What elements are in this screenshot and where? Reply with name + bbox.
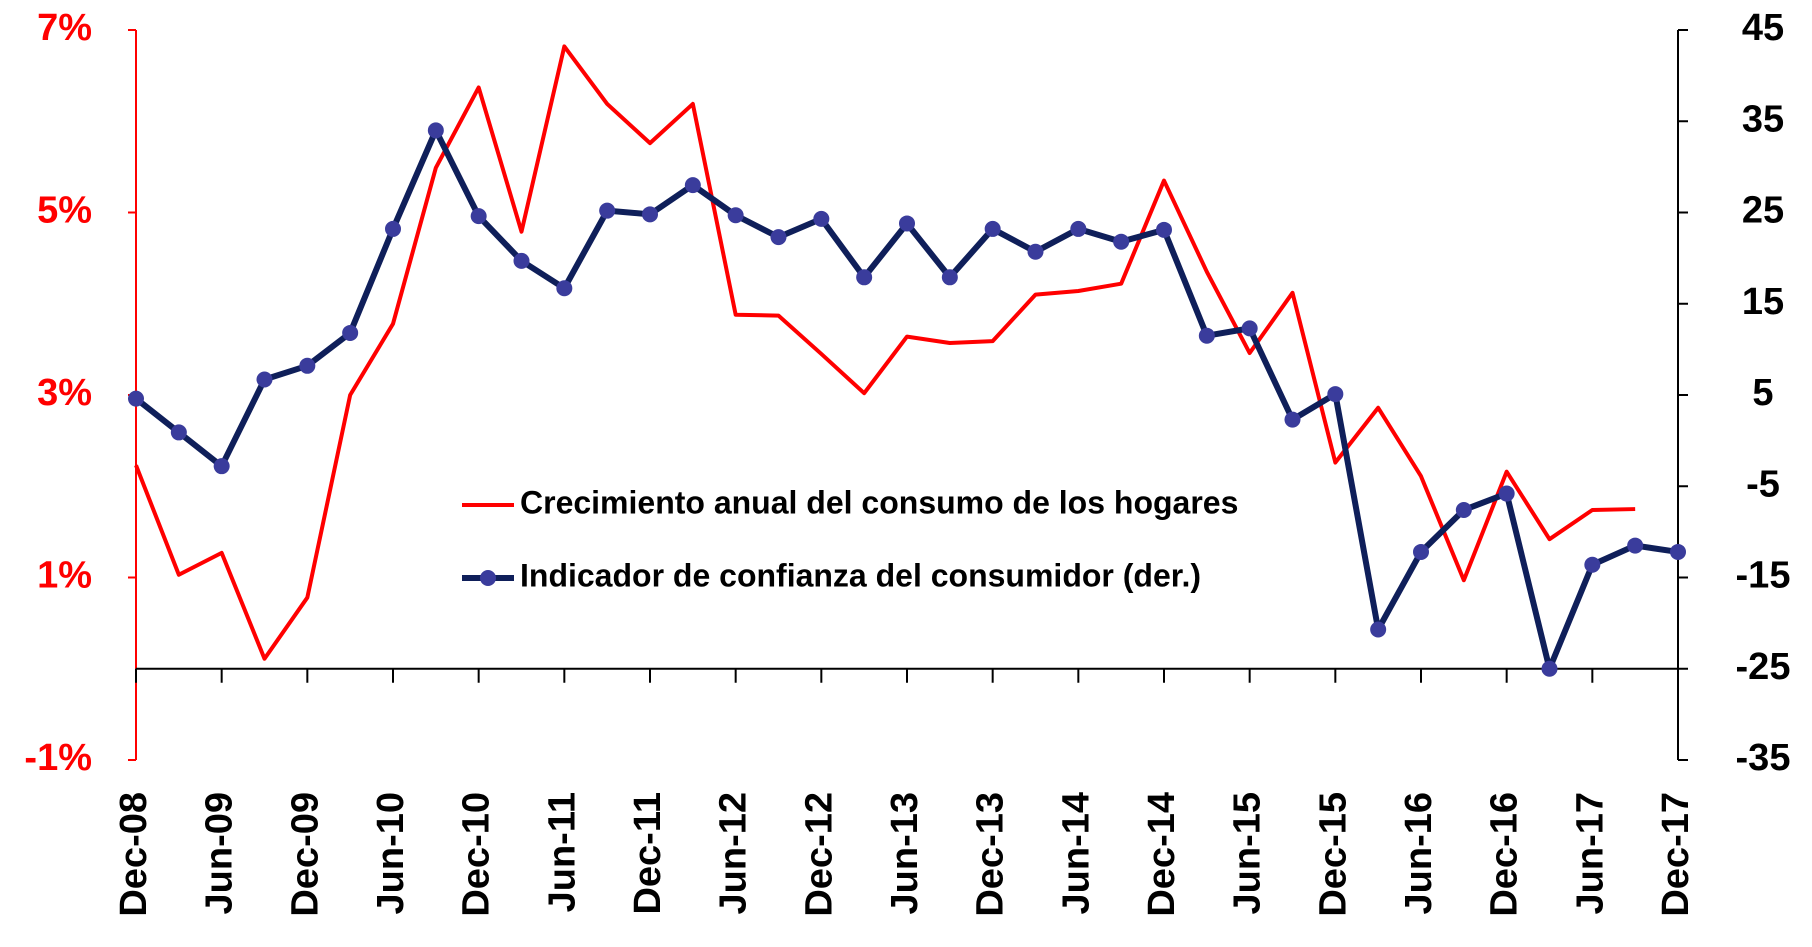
series-marker [1156,221,1172,238]
y-tick-label: 1% [37,555,92,597]
legend-marker [480,570,496,586]
series-marker [256,371,273,388]
series-marker [813,210,830,227]
y-tick-label: -1% [24,737,92,779]
series-marker [513,252,530,269]
y2-tick-label: -25 [1736,646,1791,688]
x-tick-label: Dec-17 [1655,792,1697,917]
series-marker [1070,220,1087,237]
x-tick-label: Dec-16 [1484,792,1526,917]
y2-tick-label: 5 [1752,372,1773,414]
series-marker [1027,243,1044,260]
x-tick-label: Dec-10 [456,792,498,917]
series-marker [342,324,359,341]
legend-label: Indicador de confianza del consumidor (d… [520,557,1201,593]
x-tick-label: Dec-11 [627,792,669,915]
series-marker [770,229,787,246]
series-marker [128,390,144,407]
x-tick-label: Dec-14 [1141,792,1183,917]
x-tick-label: Jun-13 [884,792,926,914]
series-marker [470,208,487,225]
y2-tick-label: 15 [1742,281,1784,323]
y2-tick-label: -15 [1736,555,1791,597]
x-tick-label: Dec-09 [284,792,326,917]
y-tick-label: 5% [37,190,92,232]
x-tick-label: Dec-08 [113,792,155,917]
y2-tick-label: 25 [1742,190,1784,232]
x-tick-label: Jun-11 [541,792,583,912]
y2-tick-label: -5 [1746,463,1780,505]
series-marker [1113,233,1130,250]
series-marker [1541,660,1558,677]
x-tick-label: Jun-14 [1055,792,1097,914]
series-marker [599,202,616,219]
series-marker [213,458,230,475]
series-marker [642,206,658,223]
series-line [134,44,1636,661]
x-tick-label: Dec-12 [798,792,840,917]
x-tick-label: Dec-13 [970,792,1012,917]
y-tick-label: 7% [37,7,92,49]
y2-tick-label: 35 [1742,98,1784,140]
series-marker [1284,411,1301,428]
series-marker [170,424,187,441]
series-marker [1241,320,1258,337]
x-tick-label: Dec-15 [1312,792,1354,917]
series-marker [984,220,1001,237]
series-marker [684,177,701,194]
series-marker [427,122,444,139]
series-marker [1327,386,1344,403]
series-marker [1498,485,1515,502]
series-marker [727,207,744,224]
y2-tick-label: 45 [1742,7,1784,49]
y2-tick-label: -35 [1736,737,1791,779]
y-tick-label: 3% [37,372,92,414]
series-marker [385,220,401,237]
legend-label: Crecimiento anual del consumo de los hog… [520,484,1238,520]
series-marker [1584,556,1601,573]
series-marker [941,269,958,286]
series-marker [899,215,915,232]
series-marker [1455,501,1472,518]
series-marker [1627,537,1644,554]
x-tick-label: Jun-16 [1398,792,1440,914]
x-tick-label: Jun-17 [1569,792,1611,914]
series-marker [556,280,573,297]
x-tick-label: Jun-09 [199,792,241,914]
series-marker [299,357,316,374]
series-marker [1670,543,1686,560]
series-marker [1198,327,1215,344]
x-tick-label: Jun-10 [370,792,412,914]
series-marker [1370,621,1387,638]
series-marker [856,269,873,286]
series-marker [1413,543,1429,560]
x-tick-label: Jun-15 [1227,792,1269,914]
x-tick-label: Jun-12 [713,792,755,914]
